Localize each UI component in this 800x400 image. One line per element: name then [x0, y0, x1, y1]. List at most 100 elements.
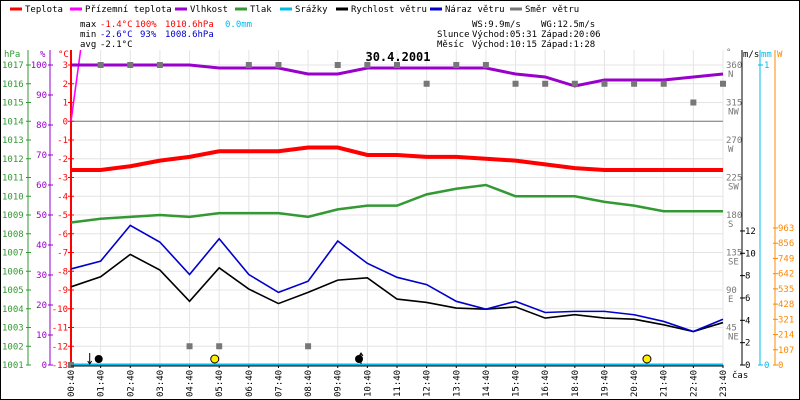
series-line-1	[70, 50, 82, 122]
temperature-tick-label: -10	[52, 305, 68, 315]
temperature-tick-label: -13	[52, 361, 68, 371]
wind-direction-point	[334, 62, 341, 68]
wind-direction-point	[275, 62, 282, 68]
wind-direction-point	[631, 80, 638, 87]
radiation-tick-label: 642	[778, 270, 794, 280]
wind-direction-point	[601, 80, 608, 87]
temperature-tick-label: 2	[63, 80, 68, 90]
moonrise-moon-icon	[355, 355, 364, 363]
wind-direction-point	[542, 80, 549, 87]
time-label: 20:40	[630, 370, 640, 397]
series-line-5	[70, 253, 724, 333]
stat-ws: WS:9.9m/s	[472, 20, 521, 30]
stat-wg: WG:12.5m/s	[541, 20, 595, 30]
wind-direction-point	[394, 62, 400, 68]
legend-item-label: Vlhkost	[190, 5, 228, 15]
direction-tick-label: 135	[726, 249, 742, 259]
pressure-tick-label: 1002	[2, 342, 24, 352]
temperature-tick-label: -6	[57, 230, 68, 240]
temperature-tick-label: -2	[57, 155, 68, 165]
humidity-tick-label: 30	[36, 271, 47, 281]
wind-tick-label: 12	[745, 227, 756, 237]
temperature-axis-unit: °C	[58, 50, 69, 60]
pressure-tick-label: 1013	[2, 136, 24, 146]
time-label: 07:40	[274, 370, 284, 397]
wind-tick-label: 6	[745, 294, 750, 304]
rain-axis-unit: mm	[761, 50, 772, 60]
rain-tick-label: 0	[764, 361, 769, 371]
temperature-tick-label: 1	[63, 99, 68, 109]
legend-item-label: Tlak	[250, 5, 272, 15]
time-label: 15:40	[512, 370, 522, 397]
wind-direction-point	[720, 80, 726, 87]
wind-direction-point	[127, 62, 134, 68]
stat-avg-temp: -2.1°C	[100, 40, 133, 50]
humidity-tick-label: 10	[36, 331, 47, 341]
pressure-tick-label: 1009	[2, 211, 24, 221]
direction-tick-label: 180	[726, 211, 742, 221]
stat-max-rain: 0.0mm	[225, 20, 252, 30]
time-label: 00:40	[67, 370, 77, 397]
time-label: 13:40	[452, 370, 462, 397]
wind-tick-label: 0	[745, 361, 750, 371]
time-label: 19:40	[600, 370, 610, 397]
pressure-tick-label: 1005	[2, 286, 24, 296]
wind-tick-label: 10	[745, 249, 756, 259]
wind-direction-point	[305, 343, 312, 350]
time-label: 22:40	[689, 370, 699, 397]
humidity-tick-label: 80	[36, 121, 47, 131]
radiation-tick-label: 535	[778, 285, 794, 295]
humidity-tick-label: 50	[36, 211, 47, 221]
temperature-tick-label: -1	[57, 136, 68, 146]
wind-direction-point	[660, 80, 667, 87]
pressure-tick-label: 1004	[2, 305, 24, 315]
temperature-tick-label: -8	[57, 267, 68, 277]
pressure-tick-label: 1008	[2, 230, 24, 240]
stat-moon-label: Měsíc	[437, 40, 464, 50]
pressure-tick-label: 1001	[2, 361, 24, 371]
radiation-tick-label: 428	[778, 300, 794, 310]
pressure-tick-label: 1012	[2, 155, 24, 165]
humidity-tick-label: 20	[36, 301, 47, 311]
direction-compass-label: SW	[728, 183, 739, 193]
pressure-tick-label: 1003	[2, 324, 24, 334]
stat-max-temp: -1.4°C	[100, 20, 133, 30]
wind-tick-label: 8	[745, 272, 750, 282]
rain-tick-label: 1	[764, 61, 769, 71]
direction-compass-label: NW	[728, 108, 739, 118]
stat-max-press: 1010.6hPa	[165, 20, 214, 30]
pressure-tick-label: 1017	[2, 61, 24, 71]
wind-tick-label: 4	[745, 316, 750, 326]
radiation-tick-label: 321	[778, 315, 794, 325]
direction-tick-label: 315	[726, 99, 742, 109]
time-label: 21:40	[660, 370, 670, 397]
time-label: 10:40	[363, 370, 373, 397]
time-label: 05:40	[215, 370, 225, 397]
legend-item-label: Náraz větru	[445, 5, 505, 15]
legend-item-label: Srážky	[295, 5, 328, 15]
temperature-tick-label: -11	[52, 324, 68, 334]
time-label: 23:40	[719, 370, 729, 397]
time-label: 04:40	[186, 370, 196, 397]
radiation-tick-label: 214	[778, 331, 794, 341]
temperature-tick-label: -12	[52, 342, 68, 352]
humidity-tick-label: 70	[36, 151, 47, 161]
stat-max-label: max	[80, 20, 97, 30]
humidity-axis-unit: %	[40, 50, 46, 60]
time-label: 02:40	[126, 370, 136, 397]
radiation-tick-label: 856	[778, 239, 794, 249]
wind-direction-point	[571, 80, 578, 87]
stat-min-hum: 93%	[140, 30, 157, 40]
chart-title: 30.4.2001	[365, 50, 430, 64]
humidity-tick-label: 100	[31, 61, 47, 71]
wind-direction-point	[68, 362, 74, 368]
direction-compass-label: E	[728, 295, 733, 305]
temperature-tick-label: -3	[57, 174, 68, 184]
time-label: 06:40	[245, 370, 255, 397]
radiation-axis-unit: W	[777, 50, 783, 60]
radiation-tick-label: 963	[778, 224, 794, 234]
time-label: 14:40	[482, 370, 492, 397]
pressure-axis-unit: hPa	[4, 50, 20, 60]
time-label: 09:40	[334, 370, 344, 397]
